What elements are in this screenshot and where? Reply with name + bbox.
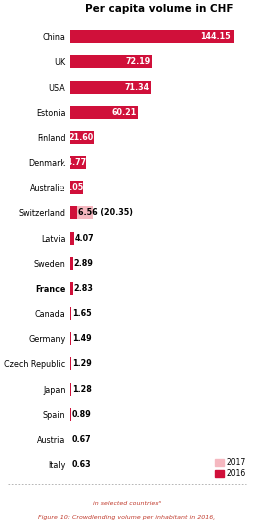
Text: 2.89: 2.89 <box>74 259 94 268</box>
Text: 144.15: 144.15 <box>200 32 231 41</box>
Text: 0.89: 0.89 <box>72 410 91 419</box>
Text: 1.49: 1.49 <box>72 334 92 343</box>
Bar <box>70 106 138 119</box>
Bar <box>70 131 94 144</box>
Text: 1.65: 1.65 <box>72 309 92 318</box>
Text: 72.19: 72.19 <box>125 58 150 66</box>
Text: 0.67: 0.67 <box>71 435 91 444</box>
Bar <box>70 55 152 69</box>
Bar <box>70 282 73 295</box>
Bar <box>70 30 234 43</box>
Text: 12.05: 12.05 <box>58 183 83 192</box>
Bar <box>70 232 74 245</box>
Text: 2.83: 2.83 <box>74 284 94 293</box>
Bar <box>70 207 77 220</box>
Text: 4.07: 4.07 <box>75 234 95 243</box>
Text: 0.63: 0.63 <box>71 460 91 469</box>
Text: 71.34: 71.34 <box>124 83 149 92</box>
Text: Figure 10: Crowdlending volume per inhabitant in 2016,: Figure 10: Crowdlending volume per inhab… <box>38 515 216 520</box>
Text: 60.21: 60.21 <box>112 108 137 117</box>
Bar <box>70 207 93 220</box>
Text: 1.29: 1.29 <box>72 359 92 368</box>
Bar <box>70 307 71 320</box>
Bar <box>70 81 151 94</box>
Legend: 2017, 2016: 2017, 2016 <box>215 459 246 479</box>
Bar <box>70 181 83 194</box>
Bar <box>70 257 73 270</box>
Text: 21.60: 21.60 <box>69 133 94 142</box>
Bar <box>70 382 71 395</box>
Title: Per capita volume in CHF: Per capita volume in CHF <box>85 4 234 14</box>
Bar <box>70 332 71 345</box>
Text: 1.28: 1.28 <box>72 384 92 394</box>
Bar <box>70 408 71 421</box>
Text: 6.56 (20.35): 6.56 (20.35) <box>78 208 133 218</box>
Text: 14.77: 14.77 <box>61 158 86 167</box>
Text: in selected countriesᵃ: in selected countriesᵃ <box>93 501 161 506</box>
Bar <box>70 357 71 370</box>
Bar <box>70 156 86 169</box>
